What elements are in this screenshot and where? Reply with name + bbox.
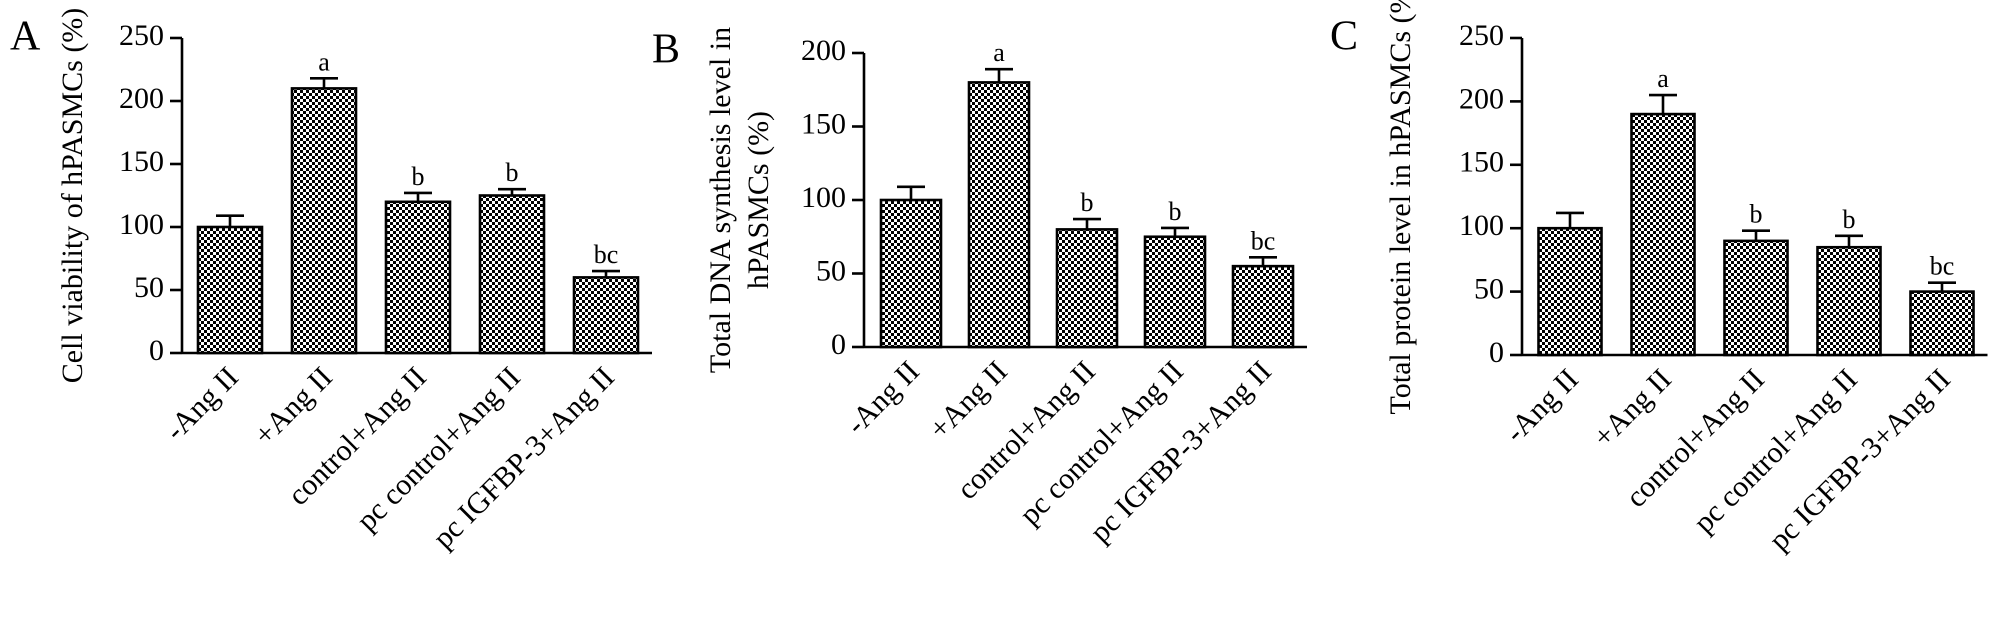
panel-label: B	[652, 27, 680, 73]
significance-label: b	[412, 162, 425, 191]
error-bar	[1161, 226, 1189, 237]
y-axis-label: Cell viability of hPASMCs (%)	[56, 8, 89, 384]
y-tick-label: 200	[119, 82, 164, 115]
bar	[1537, 226, 1603, 357]
panel-label: C	[1330, 14, 1358, 60]
bar	[290, 87, 358, 355]
error-bar	[1928, 281, 1956, 292]
y-tick-label: 50	[1474, 272, 1504, 305]
bar	[879, 198, 943, 349]
error-bar	[1556, 211, 1584, 229]
significance-label: b	[506, 158, 519, 187]
error-bar	[897, 185, 925, 200]
error-bar	[1835, 234, 1863, 248]
y-tick-label: 50	[816, 254, 846, 287]
y-tick-label: 250	[119, 19, 164, 52]
significance-label: b	[1750, 200, 1763, 229]
x-tick-label: +Ang II	[1587, 363, 1678, 454]
bar	[1231, 264, 1295, 349]
y-tick-label: 200	[1459, 82, 1504, 115]
error-bar	[1649, 93, 1677, 115]
x-tick-label: pc control+Ang II	[350, 361, 527, 538]
significance-label: bc	[1251, 226, 1276, 255]
bar	[384, 200, 452, 355]
significance-label: bc	[594, 240, 619, 269]
error-bar	[1249, 256, 1277, 267]
panel-label: A	[10, 14, 41, 60]
significance-label: b	[1081, 188, 1094, 217]
bar	[1630, 112, 1696, 357]
panel-b: B Total DNA synthesis level in hPASMCs (%)…	[652, 27, 1307, 549]
y-axis-label-line: hPASMCs (%)	[742, 111, 775, 289]
error-bar	[1742, 229, 1770, 241]
y-tick-label: 100	[119, 208, 164, 241]
bar	[1723, 239, 1789, 357]
y-axis-label: Total protein level in hPASMCs (%)	[1384, 0, 1417, 414]
y-tick-label: 150	[1459, 146, 1504, 179]
x-tick-label: pc control+Ang II	[1687, 363, 1864, 540]
bar	[1055, 228, 1119, 349]
bar	[967, 81, 1031, 349]
x-tick-label: +Ang II	[248, 361, 339, 452]
bar	[572, 276, 640, 355]
significance-label: a	[318, 47, 330, 76]
significance-label: a	[993, 38, 1005, 67]
error-bar	[404, 191, 432, 202]
x-tick-label: -Ang II	[1499, 363, 1585, 449]
panel-c: C Total protein level in hPASMCs (%) 0 50 10…	[1330, 0, 1988, 557]
x-tick-label: -Ang II	[159, 361, 245, 447]
error-bar	[1073, 217, 1101, 230]
error-bar	[310, 77, 338, 89]
x-tick-label: pc control+Ang II	[1013, 355, 1190, 532]
error-bar	[985, 67, 1013, 83]
x-tick-label: pc IGFBP-3+Ang II	[1763, 363, 1957, 557]
significance-label: a	[1657, 64, 1669, 93]
error-bar	[498, 187, 526, 196]
bar	[1909, 290, 1975, 357]
significance-label: bc	[1930, 252, 1955, 281]
y-tick-label: 100	[1459, 209, 1504, 242]
x-tick-label: -Ang II	[840, 355, 926, 441]
x-tick-label: pc IGFBP-3+Ang II	[427, 361, 621, 555]
y-tick-label: 150	[119, 145, 164, 178]
y-tick-label: 0	[831, 328, 846, 361]
y-axis-label: Total DNA synthesis level in hPASMCs (%)	[704, 27, 775, 373]
panel-a: A Cell viability of hPASMCs (%) 0 50 100 150 2…	[10, 8, 652, 555]
y-tick-label: 150	[801, 107, 846, 140]
bar	[1816, 245, 1882, 357]
y-tick-label: 200	[801, 34, 846, 67]
y-axis-label-line: Total DNA synthesis level in	[704, 27, 737, 373]
significance-label: b	[1169, 197, 1182, 226]
y-tick-label: 0	[149, 334, 164, 367]
error-bar	[592, 269, 620, 278]
error-bar	[216, 214, 244, 227]
bar	[1143, 235, 1207, 349]
bar	[478, 194, 546, 355]
y-tick-label: 50	[134, 271, 164, 304]
y-tick-label: 100	[801, 181, 846, 214]
y-tick-label: 250	[1459, 19, 1504, 52]
y-tick-label: 0	[1489, 336, 1504, 369]
bar	[196, 225, 264, 355]
significance-label: b	[1843, 205, 1856, 234]
